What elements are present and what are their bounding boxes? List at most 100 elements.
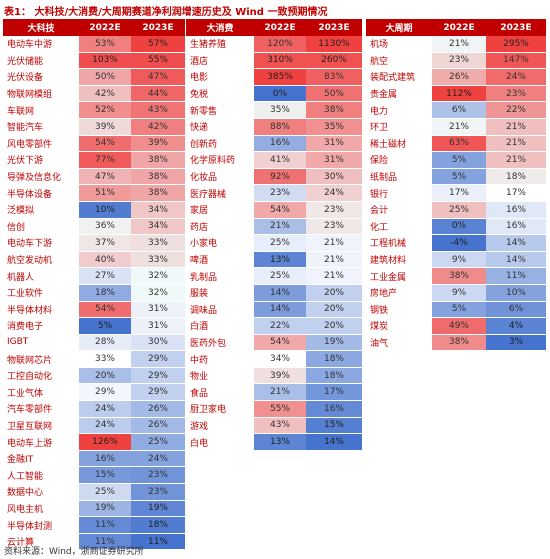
row: 游戏 43% 15%: [186, 417, 362, 435]
row: 物联网模组 42% 44%: [3, 85, 185, 103]
value-cell: 54%: [254, 201, 306, 219]
data-table: 大消费 2022E 2023E 生猪养殖 120% 1130% 酒店 310% 260% 电影 38…: [186, 19, 362, 451]
row-label: 游戏: [186, 417, 254, 435]
value-cell: 33%: [131, 234, 185, 252]
value-cell: 21%: [306, 251, 362, 269]
value-cell: 24%: [486, 68, 546, 86]
header-row: 大周期 2022E 2023E: [366, 19, 546, 36]
row: 服装 14% 20%: [186, 284, 362, 302]
row-label: 调味品: [186, 301, 254, 319]
value-cell: 18%: [486, 168, 546, 186]
row: IGBT 28% 30%: [3, 334, 185, 352]
value-cell: 23%: [131, 466, 185, 485]
value-cell: 53%: [79, 36, 131, 53]
row: 车联网 52% 43%: [3, 101, 185, 119]
row-label: 贵金属: [366, 85, 432, 103]
row-label: 医药外包: [186, 334, 254, 352]
value-cell: 16%: [486, 201, 546, 219]
value-cell: 25%: [254, 234, 306, 252]
value-cell: 18%: [79, 284, 131, 302]
row: 工控自动化 20% 29%: [3, 367, 185, 385]
value-cell: 6%: [486, 301, 546, 319]
row: 环卫 21% 21%: [366, 118, 546, 136]
data-table: 大周期 2022E 2023E 机场 21% 295% 航空 23% 147% 装配式建筑 26% 2…: [366, 19, 546, 352]
value-cell: 19%: [79, 500, 131, 518]
value-cell: 15%: [306, 417, 362, 435]
row-label: 光伏下游: [3, 151, 79, 169]
row-label: 风电主机: [3, 500, 79, 518]
row-label: 导弹及信息化: [3, 168, 79, 186]
value-cell: 120%: [254, 36, 306, 53]
value-cell: 26%: [432, 68, 486, 86]
header-cell: 2023E: [131, 19, 185, 36]
row-label: 房地产: [366, 284, 432, 302]
value-cell: 5%: [432, 168, 486, 186]
row: 建筑材料 9% 14%: [366, 251, 546, 269]
row-label: 白电: [186, 433, 254, 451]
row-label: 信创: [3, 218, 79, 236]
value-cell: 9%: [432, 251, 486, 269]
value-cell: 11%: [131, 533, 185, 551]
header-cell: 大科技: [3, 19, 79, 36]
row: 调味品 14% 20%: [186, 301, 362, 319]
row-label: 数据中心: [3, 483, 79, 501]
value-cell: 39%: [131, 135, 185, 153]
value-cell: 37%: [79, 234, 131, 252]
row: 云计算 11% 11%: [3, 533, 185, 551]
value-cell: 21%: [432, 36, 486, 53]
row-label: 化妆品: [186, 168, 254, 186]
value-cell: 17%: [432, 184, 486, 202]
row: 创新药 16% 31%: [186, 135, 362, 153]
row-label: 免税: [186, 85, 254, 103]
value-cell: 385%: [254, 68, 306, 86]
row: 信创 36% 34%: [3, 218, 185, 236]
row: 电动车下游 37% 33%: [3, 234, 185, 252]
row-label: 纸制品: [366, 168, 432, 186]
value-cell: 31%: [131, 301, 185, 319]
value-cell: -4%: [432, 234, 486, 252]
value-cell: 40%: [79, 251, 131, 269]
value-cell: 0%: [432, 218, 486, 236]
row: 光伏储能 103% 55%: [3, 52, 185, 70]
row-label: 环卫: [366, 118, 432, 136]
value-cell: 43%: [254, 417, 306, 435]
row-label: 汽车零部件: [3, 400, 79, 418]
row-label: 光伏储能: [3, 52, 79, 70]
value-cell: 63%: [432, 135, 486, 153]
data-table: 大科技 2022E 2023E 电动车中游 53% 57% 光伏储能 103% 55% 光伏设备 5…: [3, 19, 185, 551]
value-cell: 5%: [432, 301, 486, 319]
value-cell: 10%: [79, 201, 131, 219]
row-label: 银行: [366, 184, 432, 202]
row: 航空发动机 40% 33%: [3, 251, 185, 269]
value-cell: 18%: [131, 516, 185, 534]
value-cell: 295%: [486, 36, 546, 53]
row-label: 卫星互联网: [3, 417, 79, 435]
value-cell: 39%: [254, 367, 306, 385]
row: 物业 39% 18%: [186, 367, 362, 385]
value-cell: 9%: [432, 284, 486, 302]
row-label: 光伏设备: [3, 68, 79, 86]
value-cell: 29%: [79, 383, 131, 402]
value-cell: 44%: [131, 85, 185, 103]
row-label: 药店: [186, 218, 254, 236]
row: 半导体材料 54% 31%: [3, 301, 185, 319]
value-cell: 21%: [486, 151, 546, 169]
row-label: 电动车中游: [3, 36, 79, 53]
value-cell: 4%: [486, 317, 546, 335]
value-cell: 14%: [486, 251, 546, 269]
value-cell: 112%: [432, 85, 486, 103]
value-cell: 13%: [254, 433, 306, 451]
value-cell: 23%: [254, 184, 306, 202]
row-label: 酒店: [186, 52, 254, 70]
value-cell: 41%: [254, 151, 306, 169]
row: 卫星互联网 24% 26%: [3, 417, 185, 435]
value-cell: 21%: [254, 218, 306, 236]
row: 生猪养殖 120% 1130%: [186, 36, 362, 53]
row-label: 车联网: [3, 101, 79, 119]
value-cell: 0%: [254, 85, 306, 103]
value-cell: 88%: [254, 118, 306, 136]
row: 保险 5% 21%: [366, 151, 546, 169]
row-label: 航空: [366, 52, 432, 70]
title: 表1： 大科技/大消费/大周期赛道净利润增速历史及 Wind 一致预期情况: [4, 7, 328, 18]
row: 白酒 22% 20%: [186, 317, 362, 335]
